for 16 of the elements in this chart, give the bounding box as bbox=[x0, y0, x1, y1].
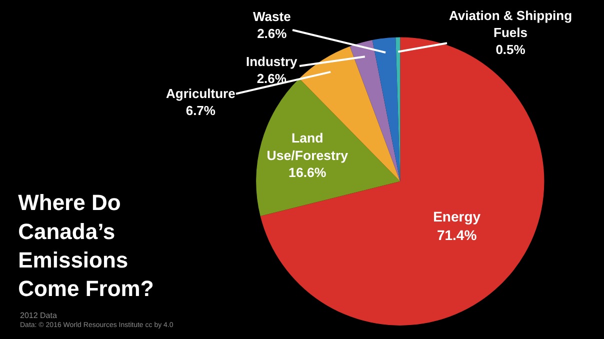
data-label: 2.6% bbox=[256, 70, 287, 86]
text: 2012 Data bbox=[20, 311, 58, 320]
slice-label: Waste bbox=[253, 9, 291, 24]
slice-label: Energy bbox=[433, 208, 481, 225]
slice-label: Aviation & Shipping Fuels bbox=[449, 8, 572, 40]
data-label: 71.4% bbox=[436, 226, 478, 243]
data-label: 6.7% bbox=[186, 102, 216, 118]
slice-label: Agriculture bbox=[166, 86, 236, 101]
slice-label: Land Use/Forestry bbox=[266, 130, 349, 163]
data-label: 2.6% bbox=[257, 26, 288, 41]
pie-slice bbox=[350, 40, 400, 182]
pie-slice bbox=[372, 37, 400, 182]
slice-label: Industry bbox=[246, 54, 298, 69]
data-label: 16.6% bbox=[288, 165, 326, 180]
text: Where Do Canada’s Emissions Come From? bbox=[18, 190, 154, 301]
data-label: 0.5% bbox=[496, 42, 526, 57]
